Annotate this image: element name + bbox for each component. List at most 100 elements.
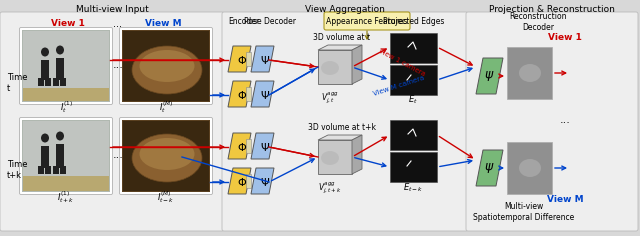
Ellipse shape: [519, 159, 541, 177]
Polygon shape: [228, 133, 251, 159]
Ellipse shape: [132, 46, 202, 94]
FancyBboxPatch shape: [120, 118, 212, 194]
Text: ...: ...: [559, 115, 570, 125]
Bar: [122, 120, 210, 192]
Text: Reconstruction
Decoder: Reconstruction Decoder: [509, 12, 567, 32]
Text: $E_{t-k}$: $E_{t-k}$: [403, 182, 423, 194]
Bar: [23, 121, 109, 191]
Bar: [23, 31, 109, 101]
Text: $\psi$: $\psi$: [484, 69, 494, 83]
Bar: [23, 88, 109, 101]
Polygon shape: [251, 168, 274, 194]
Text: View 1 camera: View 1 camera: [378, 47, 427, 77]
Ellipse shape: [41, 47, 49, 56]
Text: $\psi$: $\psi$: [484, 161, 494, 175]
Bar: [318, 140, 352, 174]
Text: 3D volume at t: 3D volume at t: [314, 33, 371, 42]
Polygon shape: [251, 133, 274, 159]
Polygon shape: [476, 150, 503, 186]
Bar: [123, 121, 209, 191]
Text: $\Psi$: $\Psi$: [260, 141, 270, 153]
Bar: [507, 142, 552, 194]
Polygon shape: [318, 135, 362, 140]
Bar: [318, 50, 352, 84]
Bar: [507, 47, 552, 99]
FancyBboxPatch shape: [120, 28, 212, 105]
FancyBboxPatch shape: [222, 12, 468, 231]
Text: View M camera: View M camera: [372, 75, 424, 97]
Bar: [60, 78, 66, 86]
Text: Time
t: Time t: [7, 73, 28, 93]
Polygon shape: [251, 46, 274, 72]
Text: $V^{agg}_{j,t}$: $V^{agg}_{j,t}$: [321, 90, 339, 106]
Ellipse shape: [519, 64, 541, 82]
Text: ...: ...: [113, 60, 124, 70]
Ellipse shape: [140, 138, 195, 170]
Ellipse shape: [56, 46, 64, 55]
Text: $I_t^{(M)}$: $I_t^{(M)}$: [159, 99, 173, 115]
Text: ...: ...: [113, 150, 124, 160]
Text: $\Psi$: $\Psi$: [260, 89, 270, 101]
Bar: [38, 166, 44, 174]
Text: View 1: View 1: [548, 34, 582, 42]
Text: 3D volume at t+k: 3D volume at t+k: [308, 122, 376, 131]
FancyBboxPatch shape: [19, 28, 113, 105]
Text: $I_{t-k}^{(M)}$: $I_{t-k}^{(M)}$: [157, 189, 175, 205]
Bar: [56, 58, 64, 80]
Bar: [38, 78, 44, 86]
Text: Projection & Reconstruction: Projection & Reconstruction: [489, 4, 615, 13]
Polygon shape: [318, 45, 362, 50]
FancyBboxPatch shape: [19, 118, 113, 194]
Polygon shape: [476, 58, 503, 94]
Polygon shape: [228, 81, 251, 107]
Ellipse shape: [56, 131, 64, 140]
Text: $\Phi$: $\Phi$: [237, 141, 247, 153]
Text: Encoder: Encoder: [228, 17, 260, 26]
FancyBboxPatch shape: [324, 12, 410, 30]
Text: $\Phi$: $\Phi$: [237, 176, 247, 188]
Bar: [390, 33, 437, 63]
Bar: [56, 144, 64, 168]
Text: $I_t^{(1)}$: $I_t^{(1)}$: [60, 99, 72, 115]
Text: Multi-view Input: Multi-view Input: [76, 4, 148, 13]
Text: $V^{agg}_{j,t+k}$: $V^{agg}_{j,t+k}$: [318, 180, 342, 196]
Ellipse shape: [140, 50, 195, 82]
Bar: [45, 166, 51, 174]
Bar: [246, 174, 251, 188]
FancyBboxPatch shape: [466, 12, 638, 231]
Bar: [246, 87, 251, 101]
Bar: [53, 166, 59, 174]
Polygon shape: [228, 168, 251, 194]
Polygon shape: [251, 81, 274, 107]
Text: Projected Edges: Projected Edges: [383, 17, 445, 26]
Ellipse shape: [132, 134, 202, 182]
Text: $\Psi$: $\Psi$: [260, 176, 270, 188]
Bar: [390, 120, 437, 150]
Text: Appearance Features: Appearance Features: [326, 17, 408, 25]
Text: View Aggregation: View Aggregation: [305, 4, 385, 13]
Bar: [246, 139, 251, 153]
Text: View M: View M: [547, 195, 583, 205]
Bar: [390, 65, 437, 95]
Text: $E_t$: $E_t$: [408, 94, 418, 106]
Bar: [60, 166, 66, 174]
Ellipse shape: [41, 134, 49, 143]
Text: ...: ...: [113, 19, 122, 29]
Text: View M: View M: [145, 20, 181, 29]
Bar: [45, 78, 51, 86]
Text: Time
t+k: Time t+k: [7, 160, 28, 180]
Bar: [41, 60, 49, 80]
Ellipse shape: [321, 151, 339, 165]
Bar: [41, 146, 49, 168]
Bar: [22, 120, 110, 192]
Ellipse shape: [321, 61, 339, 75]
Text: $\Phi$: $\Phi$: [237, 89, 247, 101]
Text: $\Psi$: $\Psi$: [260, 54, 270, 66]
Polygon shape: [228, 46, 251, 72]
Bar: [123, 31, 209, 101]
FancyBboxPatch shape: [0, 12, 224, 231]
Bar: [246, 52, 251, 66]
Bar: [53, 78, 59, 86]
Polygon shape: [352, 45, 362, 84]
Text: $I_{t+k}^{(1)}$: $I_{t+k}^{(1)}$: [57, 189, 75, 205]
